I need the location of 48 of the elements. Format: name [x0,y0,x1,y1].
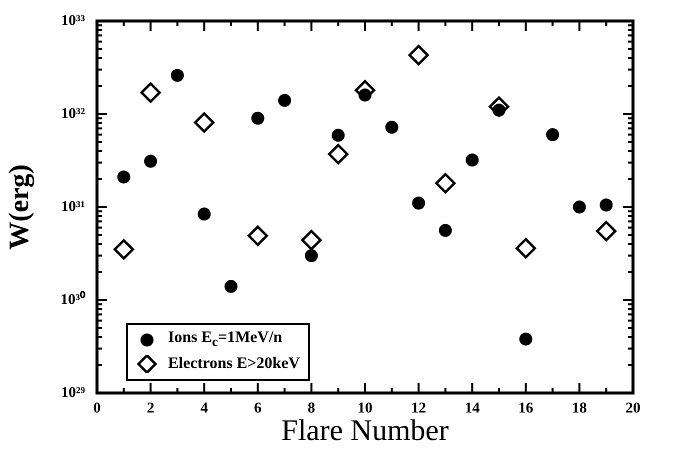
y-tick-label: 10³³ [61,12,86,29]
y-tick-label: 10³¹ [61,198,85,215]
x-tick-label: 14 [464,400,480,416]
y-tick-label: 10³² [61,106,86,122]
y-tick-label: 10²⁹ [61,384,86,401]
y-axis-title: W(erg) [4,164,36,250]
point [596,220,616,242]
legend-label: Ions E$_{c}$=1MeV/n [168,329,282,351]
point [301,230,322,250]
point [358,88,372,102]
point [385,120,398,134]
point [248,226,268,246]
point [117,170,130,184]
x-tick-label: 6 [254,400,262,416]
point [144,154,158,168]
point [194,112,214,133]
point [438,224,452,237]
point [224,280,238,293]
x-tick-label: 0 [93,400,101,416]
point [519,332,532,346]
point [114,239,134,260]
point [516,238,536,259]
point [140,82,161,103]
x-tick-label: 2 [146,400,154,416]
x-tick-label: 16 [518,400,534,416]
x-tick-label: 10 [358,400,372,416]
point [198,208,211,221]
point [170,68,184,82]
point [304,249,318,262]
y-tick-label: 10³⁰ [60,290,86,308]
point [466,154,479,167]
point [328,144,348,164]
x-tick-label: 20 [626,400,640,416]
point [332,128,345,142]
x-tick-label: 8 [308,400,316,416]
point [546,128,560,142]
point [600,198,613,212]
x-tick-label: 18 [572,400,587,416]
x-tick-label: 4 [200,400,208,416]
point [572,200,586,214]
x-axis-title: Flare Number [281,414,449,447]
point [412,196,426,210]
point [435,173,456,194]
point [251,112,264,125]
legend-label: Electrons E>20keV [168,355,300,373]
x-tick-label: 12 [411,400,426,416]
point [408,44,429,66]
point [278,94,292,107]
